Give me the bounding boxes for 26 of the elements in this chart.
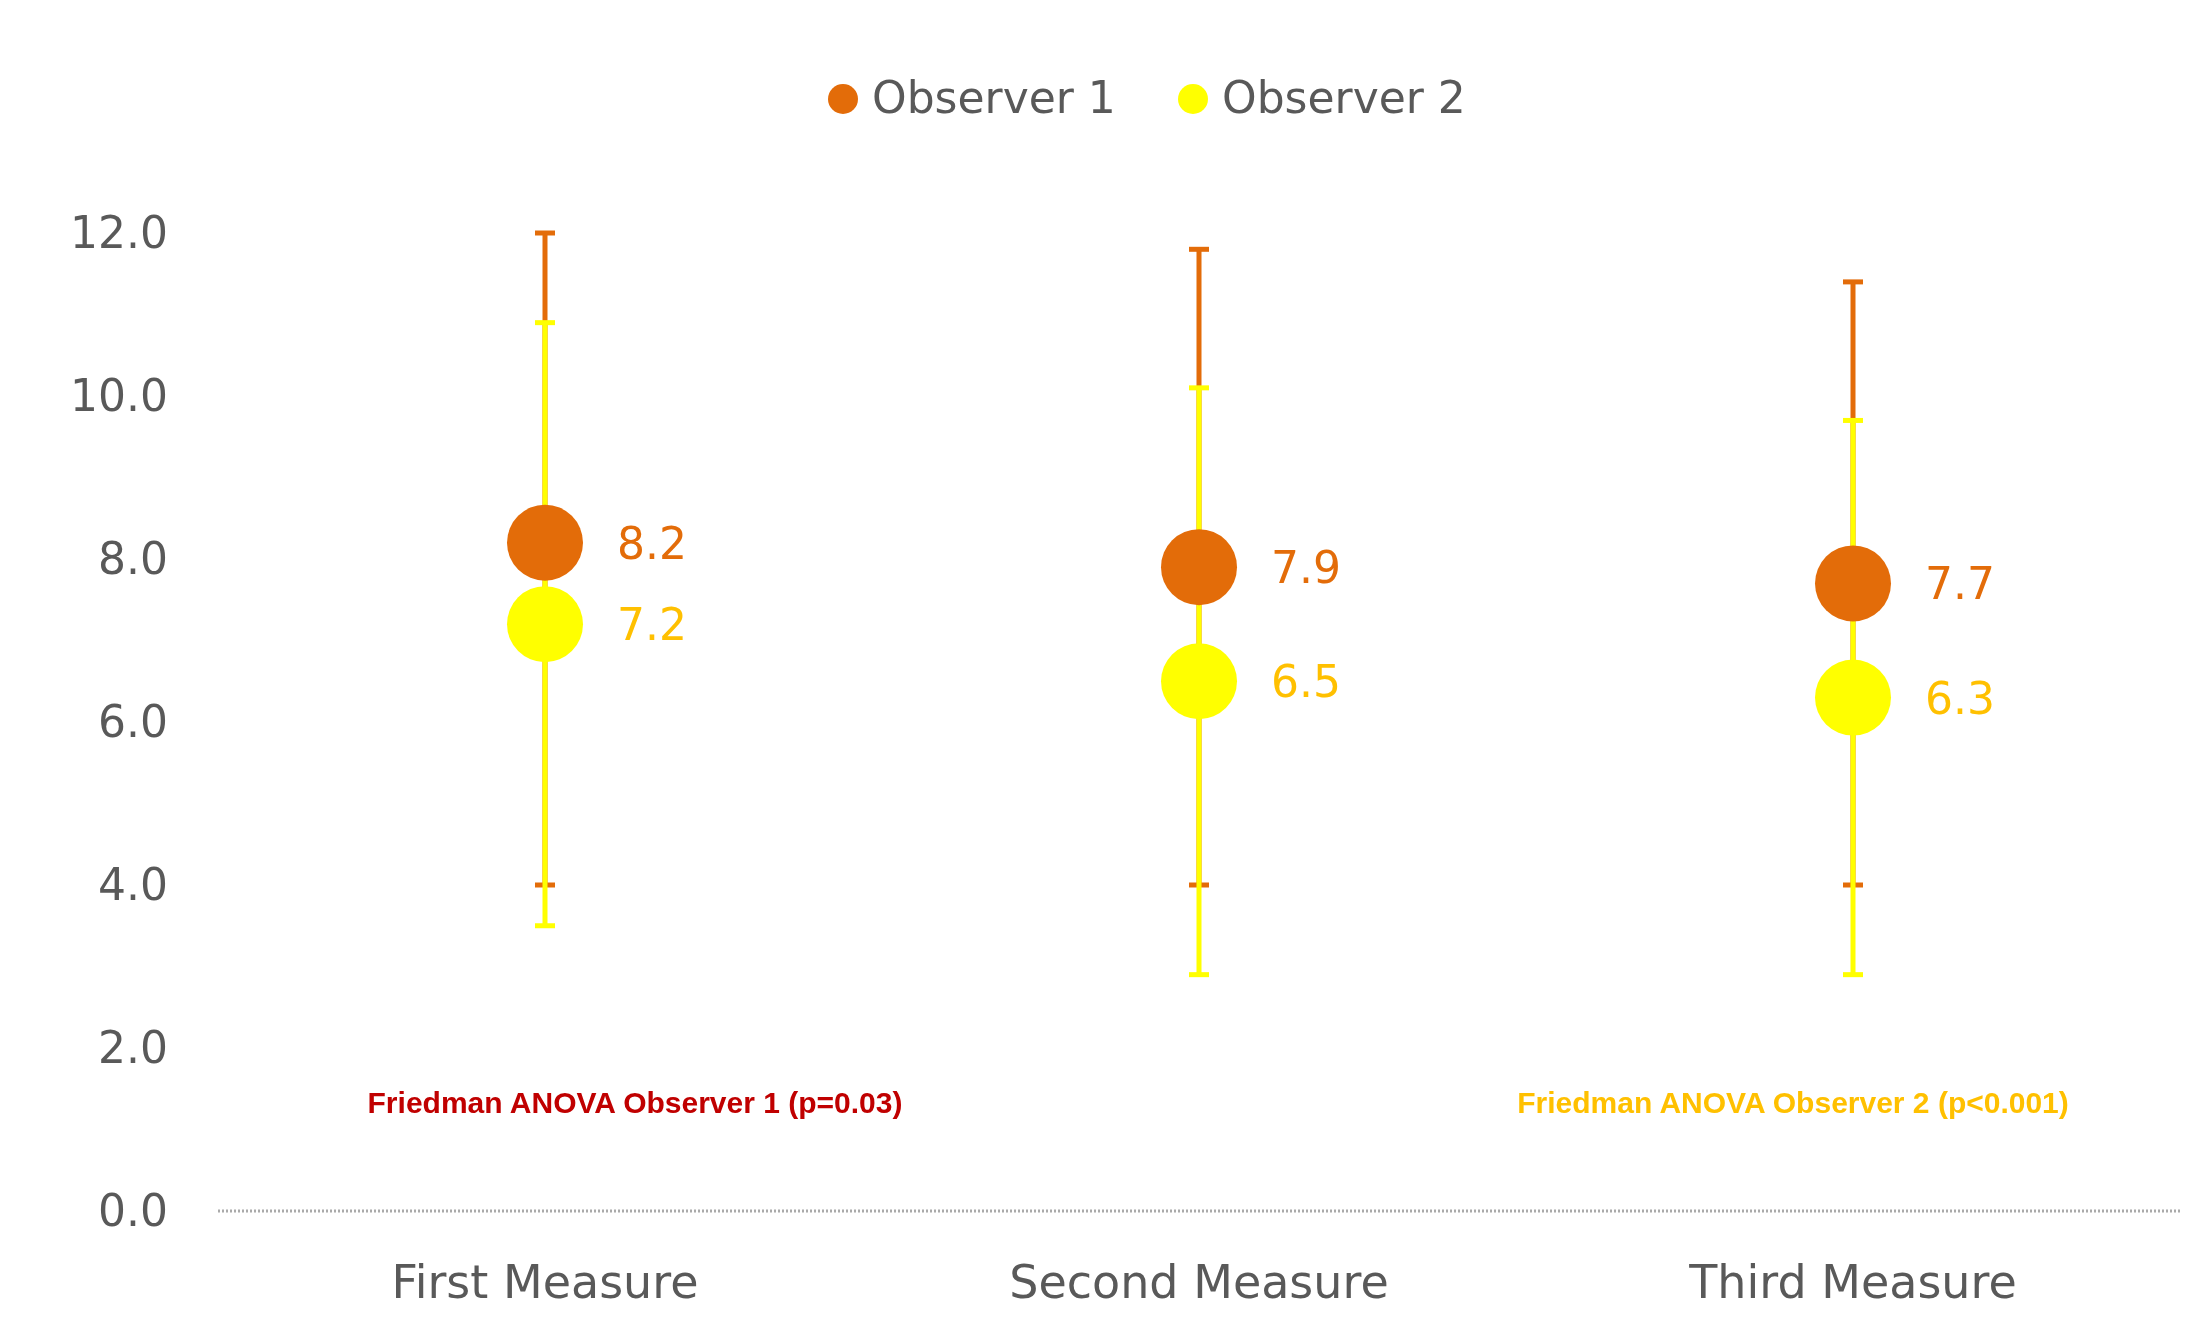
point (507, 586, 583, 663)
point (1161, 643, 1237, 720)
annotation: Friedman ANOVA Observer 2 (p<0.001) (1517, 1086, 2069, 1119)
y-tick-label: 0.0 (98, 1185, 168, 1237)
point (507, 504, 583, 581)
x-tick-label: Third Measure (1688, 1255, 2017, 1309)
point (1815, 659, 1891, 736)
data-label: 8.2 (617, 517, 687, 569)
data-label: 7.7 (1925, 558, 1995, 610)
legend-label: Observer 2 (1222, 72, 1466, 123)
legend-label: Observer 1 (872, 72, 1116, 123)
data-label: 7.9 (1271, 542, 1341, 594)
data-label: 7.2 (617, 599, 687, 651)
point (1815, 545, 1891, 622)
y-tick-label: 2.0 (98, 1022, 168, 1074)
annotation: Friedman ANOVA Observer 1 (p=0.03) (367, 1086, 903, 1119)
x-tick-label: First Measure (391, 1255, 699, 1309)
point (1161, 529, 1237, 606)
y-tick-label: 10.0 (70, 370, 168, 422)
y-tick-label: 4.0 (98, 859, 168, 911)
x-tick-label: Second Measure (1009, 1255, 1389, 1309)
y-tick-label: 12.0 (70, 207, 168, 259)
data-label: 6.3 (1925, 672, 1995, 724)
y-tick-label: 8.0 (98, 533, 168, 585)
y-tick-label: 6.0 (98, 696, 168, 748)
data-label: 6.5 (1271, 656, 1341, 708)
